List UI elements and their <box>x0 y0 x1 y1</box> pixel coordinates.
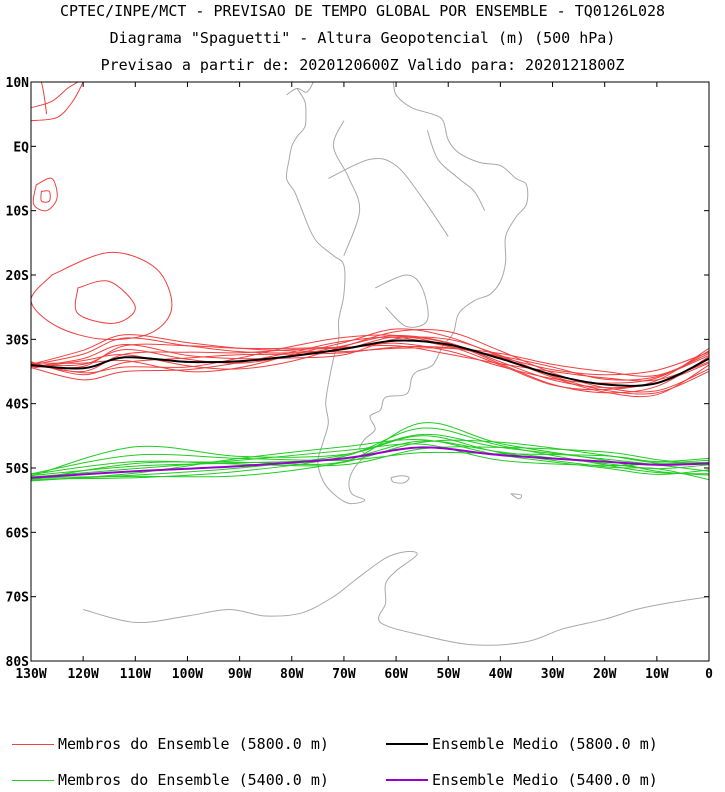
lon-label: 20W <box>593 667 617 682</box>
cutoff-contour-5800 <box>31 251 173 341</box>
lat-label: 30S <box>6 333 30 348</box>
member-contour-5400 <box>31 446 709 475</box>
lat-label: 80S <box>6 655 30 670</box>
member-contour-5800 <box>31 342 709 384</box>
coastline <box>332 120 361 256</box>
lon-label: 10W <box>645 667 669 682</box>
lon-label: 120W <box>67 667 98 682</box>
legend-swatch <box>386 779 428 781</box>
ensemble-members-5400 <box>31 422 709 482</box>
lat-label: EQ <box>13 140 29 155</box>
lon-label: 60W <box>384 667 408 682</box>
lat-label: 40S <box>6 398 30 413</box>
legend-member-5800: Membros do Ensemble (5800.0 m) <box>12 735 329 753</box>
legend-label: Ensemble Medio (5800.0 m) <box>432 735 658 753</box>
lon-label: 90W <box>228 667 252 682</box>
member-contour-5800 <box>31 82 84 122</box>
legend-label: Membros do Ensemble (5400.0 m) <box>58 771 329 789</box>
map-frame <box>30 81 710 662</box>
lat-label: 60S <box>6 526 30 541</box>
member-contour-5800 <box>31 343 709 382</box>
legend-swatch <box>12 779 54 781</box>
lat-label: 20S <box>6 269 30 284</box>
coastline <box>328 157 449 237</box>
member-contour-5400 <box>31 427 709 480</box>
lon-label: 40W <box>489 667 513 682</box>
coastline <box>83 550 709 646</box>
legend-swatch <box>12 743 54 745</box>
lat-label: 10S <box>6 205 30 220</box>
member-contour-5800 <box>31 328 709 398</box>
lon-label: 50W <box>436 667 460 682</box>
legend-label: Membros do Ensemble (5800.0 m) <box>58 735 329 753</box>
member-contour-5400 <box>31 439 709 479</box>
member-contour-5400 <box>31 451 709 475</box>
member-contour-5800 <box>31 334 709 391</box>
coastline <box>390 475 410 484</box>
mean-contour-5800 <box>31 339 709 387</box>
lon-label: 0 <box>705 667 713 682</box>
member-contour-5400 <box>31 440 709 477</box>
lon-label: 130W <box>15 667 46 682</box>
member-contour-5800 <box>31 82 79 109</box>
mean-contour-5400 <box>31 446 709 479</box>
lat-label: 70S <box>6 591 30 606</box>
coastline <box>285 82 529 505</box>
forecast-validity: Previsao a partir de: 2020120600Z Valido… <box>100 56 625 74</box>
ensemble-means <box>31 339 709 479</box>
member-contour-5800 <box>40 82 48 115</box>
lat-label: 50S <box>6 462 30 477</box>
map-title: CPTEC/INPE/MCT - PREVISAO DE TEMPO GLOBA… <box>59 2 666 20</box>
member-contour-5800 <box>31 336 709 394</box>
lon-label: 110W <box>120 667 151 682</box>
member-contour-5400 <box>31 422 709 481</box>
ensemble-members-5800 <box>31 82 709 398</box>
legend-mean-5400: Ensemble Medio (5400.0 m) <box>386 771 658 789</box>
coastline <box>510 493 523 500</box>
lon-label: 100W <box>172 667 203 682</box>
cutoff-contour-5800 <box>74 280 136 324</box>
lon-label: 30W <box>541 667 565 682</box>
legend-member-5400: Membros do Ensemble (5400.0 m) <box>12 771 329 789</box>
map-subtitle: Diagrama "Spaguetti" - Altura Geopotenci… <box>109 29 616 47</box>
cutoff-contour-5800 <box>32 177 58 212</box>
coastline <box>375 274 429 328</box>
member-contour-5800 <box>31 334 709 389</box>
member-contour-5400 <box>31 433 709 481</box>
member-contour-5800 <box>31 328 709 393</box>
coastlines <box>83 82 709 646</box>
member-contour-5800 <box>31 334 709 377</box>
member-contour-5400 <box>31 435 709 481</box>
legend-swatch <box>386 743 428 745</box>
coastline <box>426 130 486 211</box>
lon-label: 70W <box>332 667 356 682</box>
legend-mean-5800: Ensemble Medio (5800.0 m) <box>386 735 658 753</box>
cutoff-contour-5800 <box>40 190 51 203</box>
lon-label: 80W <box>280 667 304 682</box>
lat-label: 10N <box>6 76 30 91</box>
legend-label: Ensemble Medio (5400.0 m) <box>432 771 658 789</box>
